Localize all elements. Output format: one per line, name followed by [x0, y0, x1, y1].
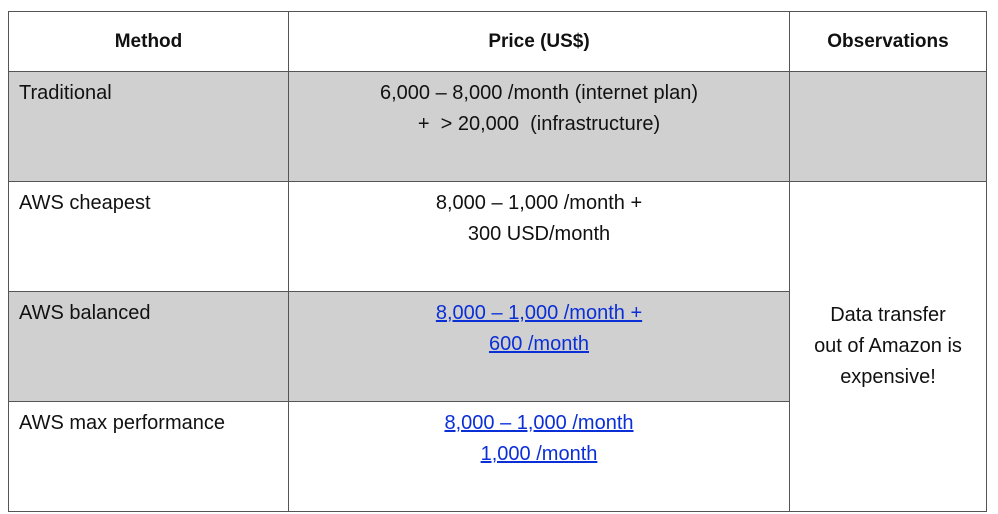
price-cell: 8,000 – 1,000 /month 1,000 /month — [288, 401, 790, 512]
method-cell: AWS max performance — [8, 401, 289, 512]
table-row-aws-max-performance: AWS max performance 8,000 – 1,000 /month… — [8, 401, 987, 512]
price-line: 6,000 – 8,000 /month (internet plan) — [380, 82, 698, 104]
price-link[interactable]: 8,000 – 1,000 /month — [444, 412, 634, 434]
method-cell: AWS cheapest — [8, 181, 289, 292]
method-cell: Traditional — [8, 71, 289, 182]
price-link[interactable]: 1,000 /month — [480, 443, 598, 465]
header-price: Price (US$) — [288, 11, 790, 72]
price-link[interactable]: 600 /month — [488, 333, 590, 355]
table-row-aws-balanced: AWS balanced 8,000 – 1,000 /month + 600 … — [8, 291, 987, 402]
price-line: + > 20,000 (infrastructure) — [417, 113, 661, 135]
table-row-traditional: Traditional 6,000 – 8,000 /month (intern… — [8, 71, 987, 182]
comparison-table: Method Price (US$) Observations Traditio… — [8, 11, 987, 512]
price-line: 300 USD/month — [467, 223, 611, 245]
header-method: Method — [8, 11, 289, 72]
table-row-aws-cheapest: AWS cheapest 8,000 – 1,000 /month + 300 … — [8, 181, 987, 512]
observation-line: out of Amazon is — [814, 335, 962, 357]
observation-cell-empty — [789, 71, 987, 182]
observation-cell: Data transfer out of Amazon is expensive… — [789, 181, 987, 512]
observation-line: Data transfer — [830, 304, 946, 326]
price-cell: 8,000 – 1,000 /month + 600 /month — [288, 291, 790, 402]
pricing-comparison-table: Method Price (US$) Observations Traditio… — [8, 11, 987, 512]
header-row: Method Price (US$) Observations — [8, 11, 987, 72]
price-cell: 6,000 – 8,000 /month (internet plan) + >… — [288, 71, 790, 182]
price-line: 8,000 – 1,000 /month + — [435, 192, 643, 214]
header-observations: Observations — [789, 11, 987, 72]
price-link[interactable]: 8,000 – 1,000 /month + — [435, 302, 643, 324]
price-cell: 8,000 – 1,000 /month + 300 USD/month — [288, 181, 790, 292]
observation-line: expensive! — [840, 366, 936, 388]
method-cell: AWS balanced — [8, 291, 289, 402]
